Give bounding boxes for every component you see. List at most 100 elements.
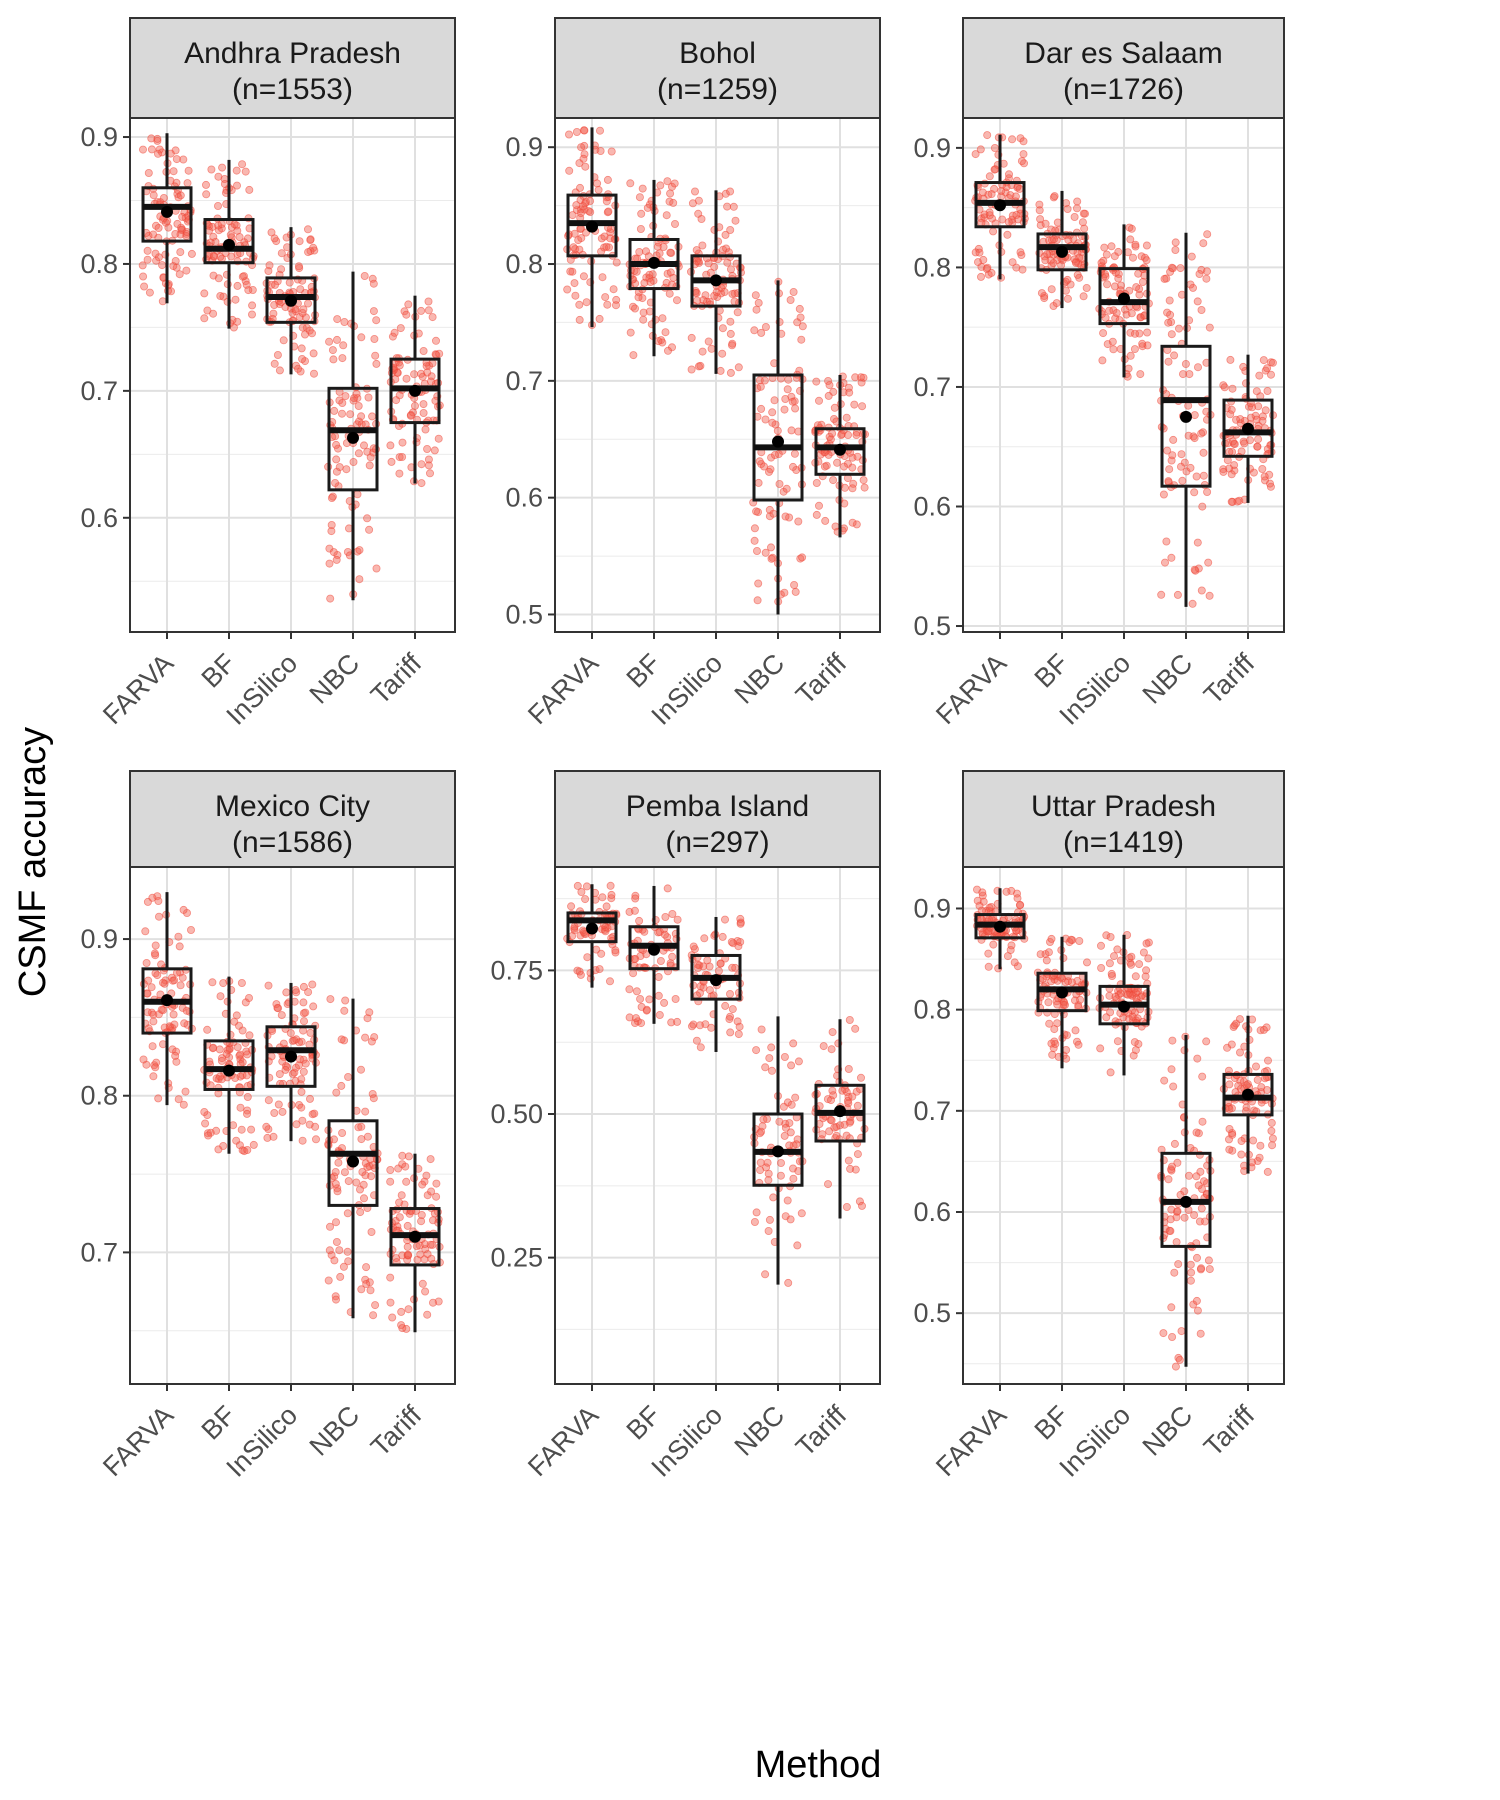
observation-dot (785, 1119, 794, 1128)
observation-dot (1110, 952, 1119, 961)
observation-dot (1186, 280, 1195, 289)
observation-dot (343, 1209, 352, 1218)
observation-dot (237, 1125, 246, 1134)
observation-dot (186, 926, 195, 935)
observation-dot (824, 450, 833, 459)
observation-dot (274, 1100, 283, 1109)
mean-point (161, 994, 173, 1007)
observation-dot (646, 277, 655, 286)
observation-dot (1180, 458, 1189, 467)
observation-dot (607, 147, 616, 156)
observation-dot (278, 1107, 287, 1116)
observation-dot (1199, 448, 1208, 457)
observation-dot (340, 1168, 349, 1177)
observation-dot (219, 1142, 228, 1151)
observation-dot (207, 165, 216, 174)
observation-dot (427, 1187, 436, 1196)
panel-strip-title: Uttar Pradesh (1031, 790, 1216, 823)
observation-dot (1136, 370, 1145, 379)
observation-dot (301, 1059, 310, 1068)
observation-dot (768, 408, 777, 417)
observation-dot (292, 1120, 301, 1129)
observation-dot (248, 285, 257, 294)
iqr-box (265, 276, 317, 324)
observation-dot (656, 957, 665, 966)
observation-dot (673, 296, 682, 305)
x-tick-label: Tariff (790, 648, 853, 711)
observation-dot (148, 893, 157, 902)
observation-dot (793, 1241, 802, 1250)
observation-dot (423, 1310, 432, 1319)
observation-dot (1263, 1167, 1272, 1176)
observation-dot (149, 1017, 158, 1026)
observation-dot (402, 310, 411, 319)
observation-dot (304, 988, 313, 997)
box-insilico (687, 187, 746, 377)
y-tick-label: 0.6 (913, 491, 951, 521)
panel-border (554, 117, 881, 633)
observation-dot (398, 1324, 407, 1333)
observation-dot (1047, 934, 1056, 943)
observation-dot (435, 349, 444, 358)
observation-dot (581, 895, 590, 904)
observation-dot (178, 973, 187, 982)
observation-dot (1268, 1141, 1277, 1150)
observation-dot (571, 291, 580, 300)
observation-dot (355, 575, 364, 584)
observation-dot (342, 465, 351, 474)
observation-dot (788, 397, 797, 406)
observation-dot (1048, 1050, 1057, 1059)
box-bf (200, 976, 258, 1156)
observation-dot (401, 1162, 410, 1171)
observation-dot (332, 455, 341, 464)
x-tick-label: NBC (1137, 648, 1199, 710)
observation-dot (395, 469, 404, 478)
observation-dot (1127, 960, 1136, 969)
observation-dot (1035, 206, 1044, 215)
y-tick-label: 0.9 (80, 924, 118, 954)
observation-dot (1121, 305, 1130, 314)
observation-dot (850, 400, 859, 409)
observation-dot (1179, 370, 1188, 379)
observation-dot (203, 1129, 212, 1138)
observation-dot (305, 1120, 314, 1129)
observation-dot (371, 351, 380, 360)
observation-dot (579, 272, 588, 281)
observation-dot (1252, 1062, 1261, 1071)
observation-dot (295, 1038, 304, 1047)
observation-dot (158, 978, 167, 987)
observation-dot (299, 1067, 308, 1076)
observation-dot (264, 1096, 273, 1105)
observation-dot (734, 1030, 743, 1039)
panel-pemba-island: Pemba Island(n=297) 0.25 0.50 0.75 FARVA BFIn… (490, 770, 881, 1483)
observation-dot (424, 455, 433, 464)
observation-dot (1226, 410, 1235, 419)
observation-dot (606, 881, 615, 890)
observation-dot (363, 447, 372, 456)
observation-dot (149, 1072, 158, 1081)
observation-dot (359, 1194, 368, 1203)
observation-dot (1205, 1265, 1214, 1274)
observation-dot (1226, 355, 1235, 364)
observation-dot (296, 285, 305, 294)
observation-dot (780, 405, 789, 414)
x-tick-label: FARVA (522, 1400, 604, 1482)
observation-dot (703, 956, 712, 965)
observation-dot (1237, 1137, 1246, 1146)
observation-dot (1131, 972, 1140, 981)
observation-dot (1190, 1211, 1199, 1220)
observation-dot (853, 1101, 862, 1110)
observation-dot (286, 1029, 295, 1038)
observation-dot (422, 1171, 431, 1180)
observation-dot (829, 476, 838, 485)
observation-dot (147, 145, 156, 154)
box-bf (625, 884, 682, 1028)
observation-dot (290, 1036, 299, 1045)
observation-dot (1196, 1329, 1205, 1338)
panel-bohol: Bohol(n=1259) 0.5 0.6 0.7 0.8 0.9 FARVA BFInSil… (505, 17, 881, 731)
observation-dot (1016, 134, 1025, 143)
observation-dot (1132, 283, 1141, 292)
y-tick-label: 0.6 (505, 483, 543, 513)
observation-dot (1141, 972, 1150, 981)
observation-dot (581, 162, 590, 171)
